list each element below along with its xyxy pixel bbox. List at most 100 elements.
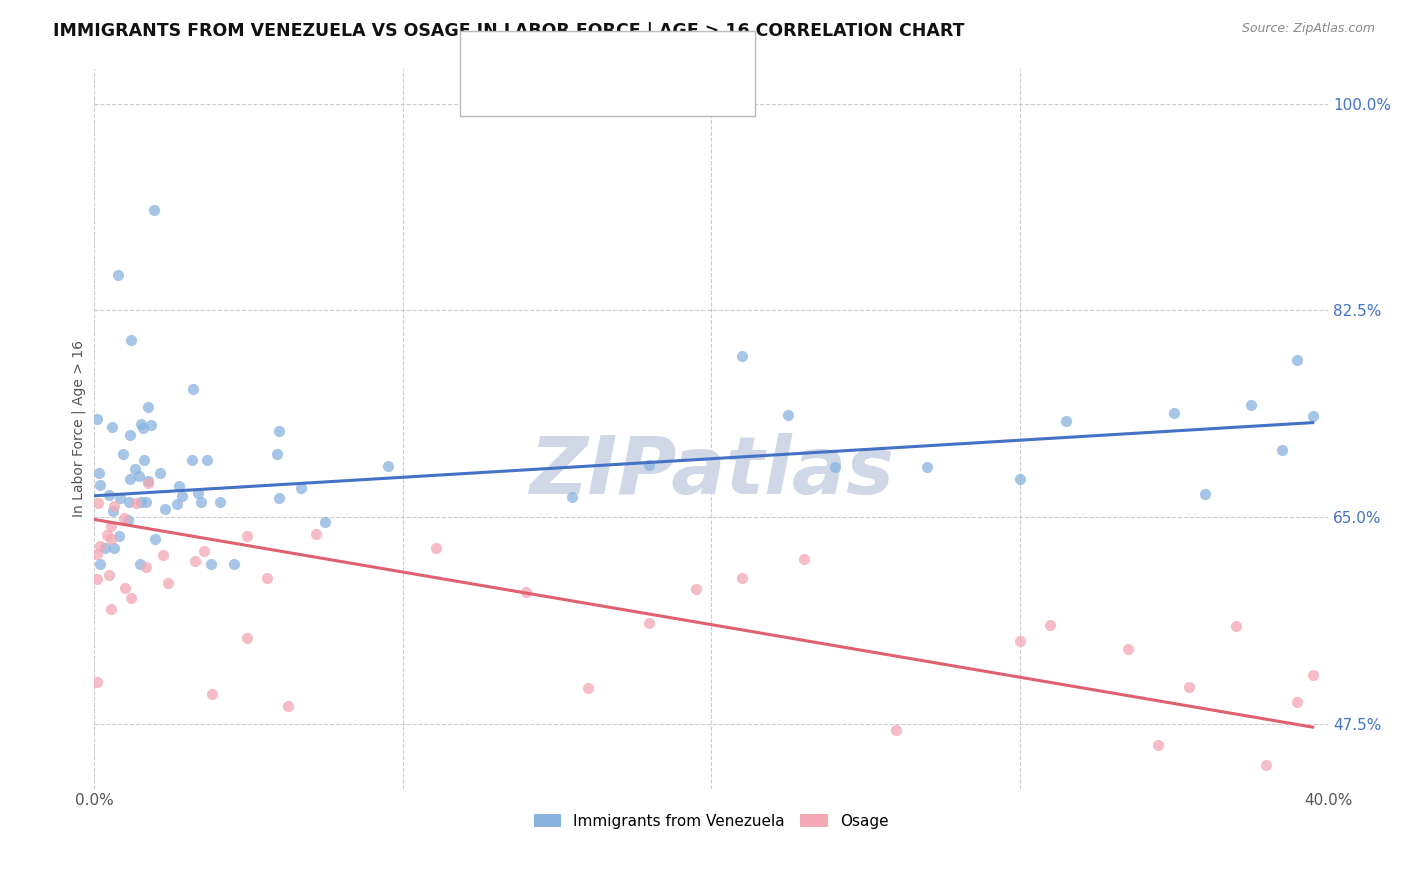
Point [141,418,163,433]
Point [98,488,121,502]
Point [103,499,125,513]
Point [1008,472,1031,486]
Point [120,591,142,606]
Point [124,461,146,475]
Point [132,421,155,435]
Text: R =  0.226    N = 64: R = 0.226 N = 64 [520,48,668,63]
Point [118,472,141,486]
Point [208,495,231,509]
Point [200,558,222,572]
Point [731,571,754,585]
Point [129,558,152,572]
Point [136,476,159,491]
Point [638,616,661,631]
Point [1225,619,1247,633]
Point [190,495,212,509]
Point [110,491,132,506]
Text: ZIPatlas: ZIPatlas [529,433,894,511]
Point [124,496,146,510]
Point [1008,634,1031,648]
Point [89,539,111,553]
Point [1116,642,1139,657]
Point [184,554,207,568]
Point [117,513,139,527]
Point [149,467,172,481]
Point [1271,443,1294,458]
Point [187,486,209,500]
Point [1178,680,1201,694]
Point [576,681,599,696]
Point [156,575,179,590]
Point [98,568,121,582]
Point [89,558,111,572]
Point [314,515,336,529]
Point [256,571,278,585]
Point [135,560,157,574]
Point [269,424,291,438]
Point [1302,409,1324,423]
Point [425,541,447,555]
Point [266,448,288,462]
Point [89,478,111,492]
Point [1147,738,1170,752]
Point [107,268,129,282]
Point [193,544,215,558]
Point [235,631,257,645]
Point [1286,352,1309,367]
Point [685,582,707,596]
Point [235,528,257,542]
Point [1302,667,1324,681]
Y-axis label: In Labor Force | Age > 16: In Labor Force | Age > 16 [72,340,86,517]
Point [561,491,583,505]
Point [128,469,150,483]
Point [101,504,124,518]
Point [1039,618,1062,632]
Point [1163,406,1185,420]
Point [131,417,153,432]
Point [377,458,399,473]
Point [884,723,907,737]
Point [201,687,224,701]
Point [515,585,537,599]
Point [166,497,188,511]
Point [145,533,167,547]
Text: R = -0.393    N = 44: R = -0.393 N = 44 [520,84,668,99]
Point [135,495,157,509]
FancyBboxPatch shape [467,77,512,107]
Point [103,541,125,555]
Point [89,466,111,480]
Point [915,459,938,474]
FancyBboxPatch shape [467,40,512,70]
Point [153,501,176,516]
Point [1286,695,1309,709]
Point [1256,758,1278,772]
Point [638,458,661,472]
Point [118,428,141,442]
Point [100,601,122,615]
Point [96,528,118,542]
Text: Source: ZipAtlas.com: Source: ZipAtlas.com [1241,22,1375,36]
Point [100,519,122,533]
Point [277,698,299,713]
Point [136,400,159,414]
Point [1240,397,1263,411]
Point [86,412,108,426]
Point [94,541,117,555]
Point [181,382,204,396]
Point [112,511,135,525]
Point [1194,487,1216,501]
Point [290,481,312,495]
Point [181,453,204,467]
Point [824,459,846,474]
Point [100,533,122,547]
Point [87,495,110,509]
Point [267,491,290,505]
Point [129,495,152,509]
Point [134,453,156,467]
Point [120,333,142,347]
Point [731,349,754,363]
Point [169,479,191,493]
Point [152,549,174,563]
Point [305,527,328,541]
Point [100,420,122,434]
